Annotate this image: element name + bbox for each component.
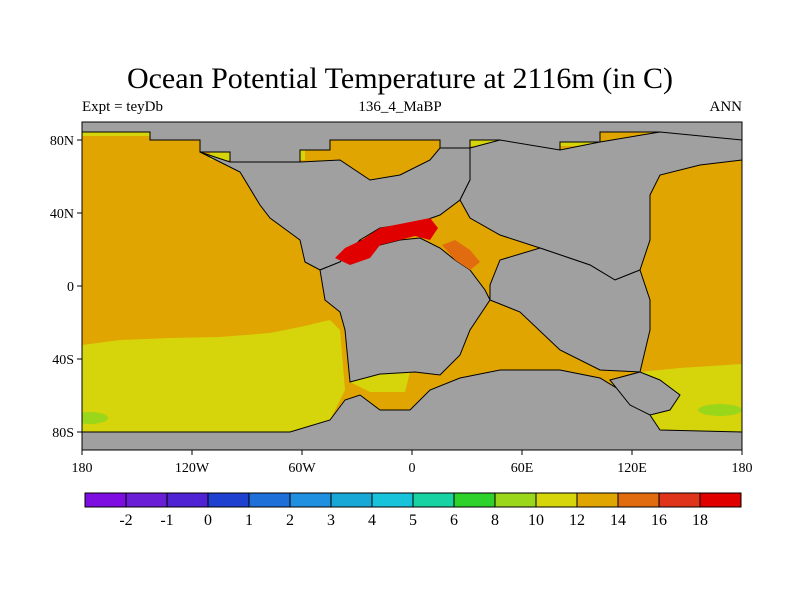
colorbar-swatch xyxy=(535,492,578,508)
y-tick-label: 80N xyxy=(50,134,74,149)
x-tick-labels: 180 120W 60W 0 60E 120E 180 xyxy=(72,461,753,476)
australia xyxy=(609,371,681,416)
colorbar-swatch xyxy=(371,492,414,508)
map-plot-area xyxy=(82,122,742,450)
x-tick-label: 60E xyxy=(511,461,534,476)
x-tick-label: 0 xyxy=(409,461,416,476)
x-tick-label: 60W xyxy=(288,461,316,476)
colorbar-swatch xyxy=(617,492,660,508)
colorbar-swatch xyxy=(166,492,209,508)
colorbar-swatch xyxy=(125,492,168,508)
colorbar-swatch xyxy=(412,492,455,508)
north-america xyxy=(199,147,471,271)
eurasia xyxy=(459,131,742,281)
colorbar-swatch xyxy=(453,492,496,508)
colorbar-label: 8 xyxy=(491,512,499,529)
colorbar-label: 0 xyxy=(204,512,212,529)
y-tick-label: 0 xyxy=(67,280,74,295)
colorbar-swatch xyxy=(576,492,619,508)
colorbar-label: 18 xyxy=(692,512,708,529)
southern-cool-band xyxy=(82,320,345,432)
axis-ticks xyxy=(77,139,743,455)
x-tick-label: 120W xyxy=(175,461,210,476)
map-title: Ocean Potential Temperature at 2116m (in… xyxy=(126,62,674,95)
colorbar-label: 5 xyxy=(409,512,417,529)
colorbar-label: 6 xyxy=(450,512,458,529)
y-tick-labels: 80N 40N 0 40S 80S xyxy=(50,134,74,441)
colorbar-labels: -2 -1 0 1 2 3 4 5 6 8 10 12 14 16 18 xyxy=(119,512,708,529)
green-patch-southeast xyxy=(698,404,742,416)
colorbar-swatch xyxy=(330,492,373,508)
y-tick-label: 40S xyxy=(52,353,74,368)
tethys-hot-region xyxy=(335,218,438,265)
colorbar-label: -1 xyxy=(160,512,173,529)
colorbar xyxy=(84,492,742,508)
colorbar-swatch xyxy=(494,492,537,508)
atlantic-cool-patch xyxy=(350,372,410,392)
colorbar-swatch xyxy=(84,492,127,508)
colorbar-label: 12 xyxy=(569,512,585,529)
colorbar-label: -2 xyxy=(119,512,132,529)
x-tick-label: 120E xyxy=(617,461,647,476)
colorbar-swatch xyxy=(699,492,742,508)
colorbar-swatch xyxy=(248,492,291,508)
colorbar-label: 1 xyxy=(245,512,253,529)
green-patch-southwest xyxy=(82,412,108,424)
colorbar-label: 3 xyxy=(327,512,335,529)
colorbar-swatch xyxy=(289,492,332,508)
southeast-asia xyxy=(489,247,651,373)
experiment-label: Expt = teyDb xyxy=(82,99,163,115)
colorbar-label: 10 xyxy=(528,512,544,529)
y-tick-label: 40N xyxy=(50,207,74,222)
colorbar-label: 2 xyxy=(286,512,294,529)
y-tick-label: 80S xyxy=(52,426,74,441)
x-tick-label: 180 xyxy=(72,461,93,476)
colorbar-label: 14 xyxy=(610,512,626,529)
colorbar-label: 4 xyxy=(368,512,376,529)
colorbar-swatch xyxy=(207,492,250,508)
antarctica xyxy=(82,369,742,450)
colorbar-label: 16 xyxy=(651,512,667,529)
colorbar-swatch xyxy=(658,492,701,508)
landmasses xyxy=(82,122,742,450)
x-tick-label: 180 xyxy=(732,461,753,476)
age-label: 136_4_MaBP xyxy=(358,99,442,115)
season-label: ANN xyxy=(709,99,743,115)
tethys-warm-region xyxy=(442,240,480,270)
